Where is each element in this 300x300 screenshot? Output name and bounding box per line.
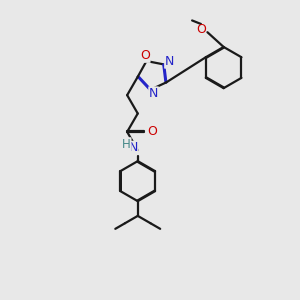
Text: O: O — [140, 49, 150, 62]
Text: N: N — [129, 141, 138, 154]
Text: O: O — [196, 23, 206, 36]
Text: N: N — [165, 55, 174, 68]
Text: N: N — [149, 87, 158, 100]
Text: O: O — [148, 125, 158, 138]
Text: H: H — [122, 138, 131, 151]
